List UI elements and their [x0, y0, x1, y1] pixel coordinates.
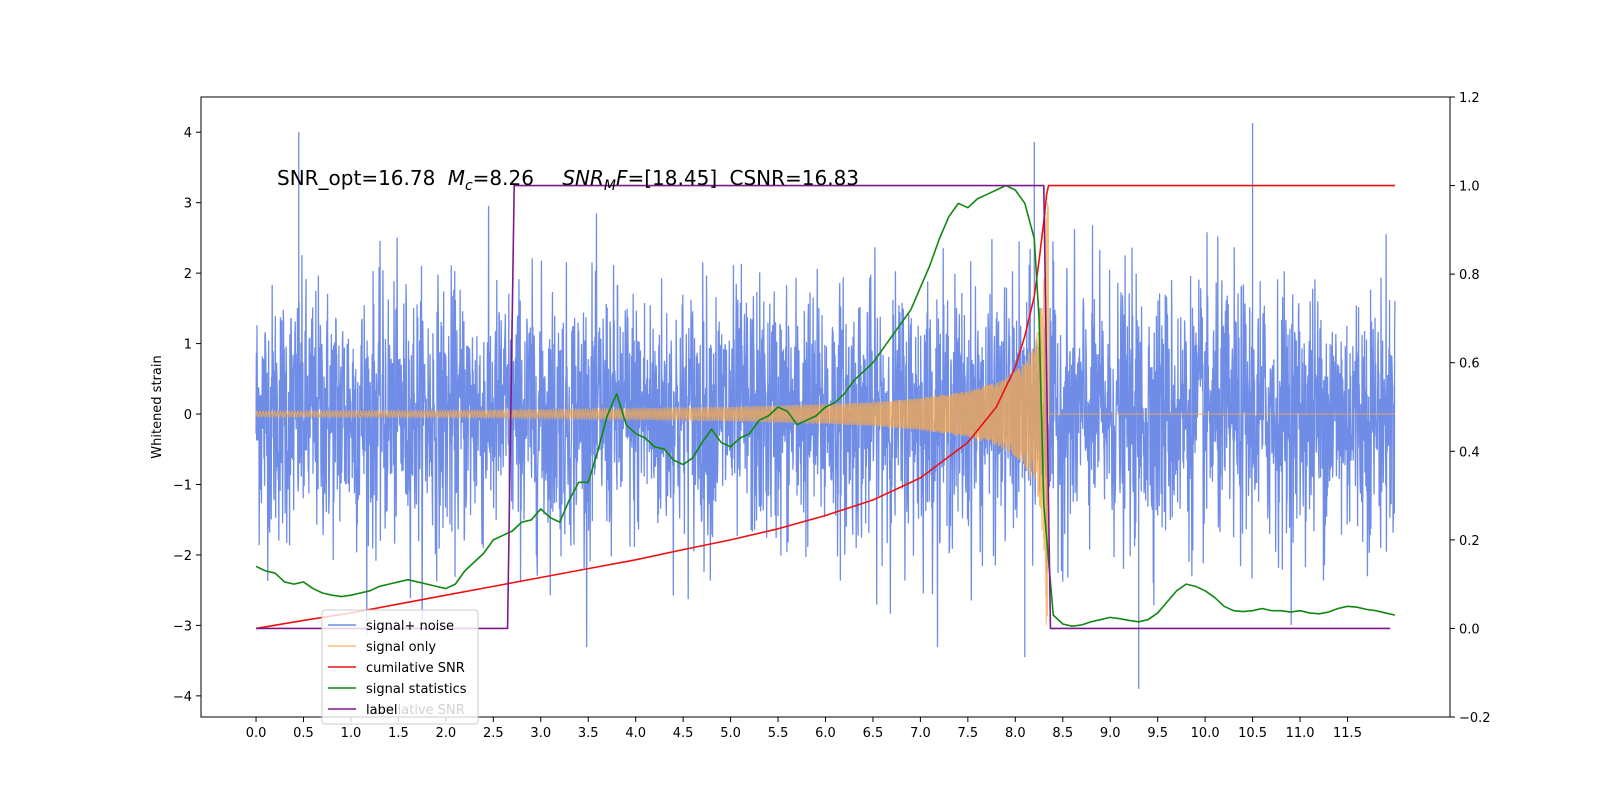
x-tick-label: 3.5 [578, 726, 599, 741]
x-tick-label: 9.5 [1147, 726, 1168, 741]
series-signal-only [255, 201, 1395, 625]
y-axis-label: Whitened strain [150, 355, 165, 458]
x-tick-label: 4.5 [673, 726, 694, 741]
x-tick-label: 10.0 [1191, 726, 1220, 741]
x-tick-label: 11.5 [1333, 726, 1362, 741]
y-right-tick-label: 0.0 [1459, 622, 1480, 637]
y-right-tick-label: 0.8 [1459, 268, 1480, 283]
x-tick-label: 6.0 [815, 726, 836, 741]
legend: cumilative SNR signal+ noise signal only cu… [321, 609, 479, 725]
x-tick-label: 1.5 [388, 726, 409, 741]
y-left-tick-label: −1 [173, 479, 192, 494]
y-left-tick-label: −2 [173, 549, 192, 564]
y-right-tick-label: −0.2 [1459, 711, 1491, 726]
y-right-tick-label: 0.2 [1459, 534, 1480, 549]
x-tick-label: 3.0 [530, 726, 551, 741]
x-tick-label: 7.0 [910, 726, 931, 741]
x-tick-label: 0.5 [293, 726, 314, 741]
legend-label: signal+ noise [366, 619, 454, 634]
y-left-tick-label: 0 [184, 408, 192, 423]
y-right-tick-label: 1.2 [1459, 91, 1480, 106]
x-tick-label: 0.0 [246, 726, 267, 741]
series-signal-statistics [255, 184, 1396, 628]
series-signal-noise [255, 123, 1396, 689]
x-tick-label: 10.5 [1238, 726, 1267, 741]
x-tick-label: 4.0 [625, 726, 646, 741]
x-tick-label: 7.5 [958, 726, 979, 741]
annotation-snr-opt: SNR_opt=16.78 [277, 166, 435, 190]
x-tick-label: 8.0 [1005, 726, 1026, 741]
legend-label: cumilative SNR [366, 661, 465, 676]
x-axis: 0.0 0.5 1.0 1.5 2.0 2.5 3.0 3.5 4.0 4.5 5.0 5.5 6.0 6… [246, 717, 1362, 741]
x-tick-label: 1.0 [341, 726, 362, 741]
legend-ghost-label: cumilative SNR [366, 703, 465, 718]
annotation-csnr: CSNR=16.83 [729, 166, 859, 190]
annotation-mc-symbol: M [448, 166, 465, 190]
y-axis-right: −0.2 0.0 0.2 0.4 0.6 0.8 1.0 1.2 [1450, 91, 1491, 726]
annotation-snrmf-tail: F [616, 166, 628, 190]
x-tick-label: 9.0 [1100, 726, 1121, 741]
annotation-snrmf-symbol: SNR [562, 166, 604, 190]
legend-label: signal only [366, 640, 436, 655]
y-left-tick-label: 1 [184, 338, 192, 353]
annotation-snrmf-sub: M [604, 178, 616, 194]
y-left-tick-label: 2 [184, 267, 192, 282]
x-tick-label: 2.0 [436, 726, 457, 741]
annotation-mc-value: =8.26 [473, 166, 534, 190]
legend-box [321, 609, 479, 725]
x-tick-label: 2.5 [483, 726, 504, 741]
x-tick-label: 8.5 [1052, 726, 1073, 741]
x-tick-label: 5.5 [768, 726, 789, 741]
x-tick-label: 6.5 [863, 726, 884, 741]
y-right-tick-label: 1.0 [1459, 180, 1480, 195]
y-left-tick-label: −4 [173, 690, 192, 705]
y-axis-left: −4 −3 −2 −1 0 1 2 3 4 [173, 126, 201, 705]
legend-label: label [366, 703, 397, 718]
x-tick-label: 11.0 [1286, 726, 1315, 741]
annotation-mc-sub: c [465, 178, 473, 194]
annotation-snrmf-value: =[18.45] [628, 166, 718, 190]
y-left-tick-label: 3 [184, 197, 192, 212]
chart-annotation: SNR_opt=16.78 Mc=8.26 SNRMF=[18.45] CSNR… [277, 166, 859, 194]
y-left-tick-label: −3 [173, 619, 192, 634]
y-left-tick-label: 4 [184, 126, 192, 141]
x-tick-label: 5.0 [720, 726, 741, 741]
y-right-tick-label: 0.4 [1459, 445, 1480, 460]
legend-label: signal statistics [366, 682, 467, 697]
y-right-tick-label: 0.6 [1459, 357, 1480, 372]
series-cumilative-snr [255, 184, 1395, 630]
